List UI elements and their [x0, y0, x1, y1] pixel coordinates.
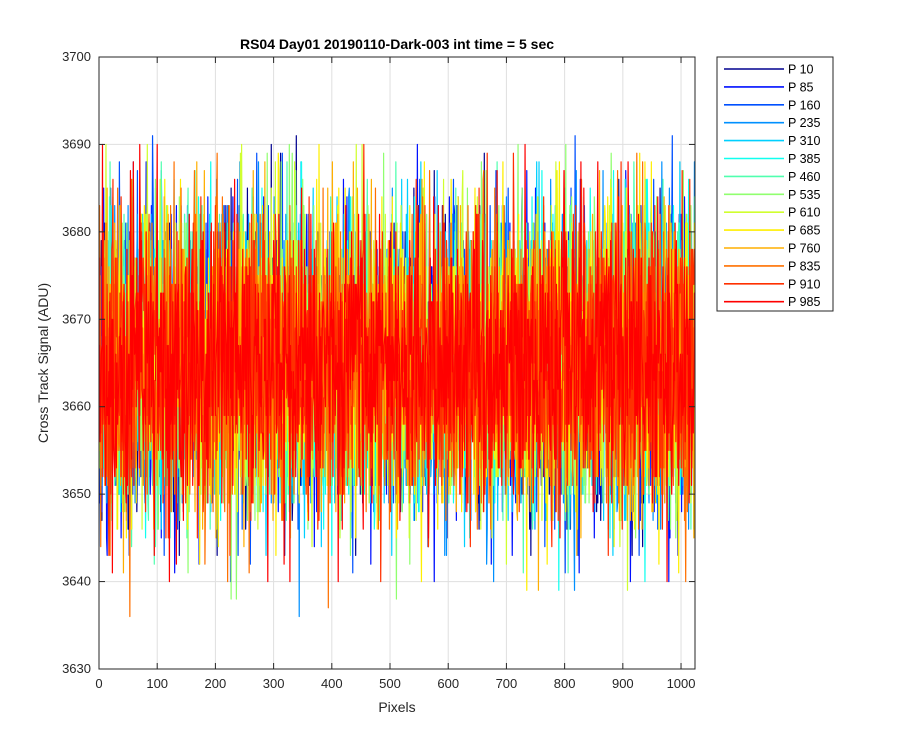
legend-label: P 310 [788, 134, 820, 148]
y-tick-label: 3690 [62, 136, 91, 151]
x-tick-label: 300 [263, 676, 285, 691]
legend-label: P 385 [788, 152, 820, 166]
x-tick-label: 900 [612, 676, 634, 691]
y-tick-label: 3700 [62, 49, 91, 64]
y-tick-label: 3630 [62, 661, 91, 676]
legend-label: P 160 [788, 98, 820, 112]
x-tick-label: 0 [95, 676, 102, 691]
x-axis-ticks: 0 100 200 300 400 500 600 700 800 900 1000 [95, 57, 695, 691]
legend-label: P 610 [788, 206, 820, 220]
legend-label: P 85 [788, 80, 814, 94]
legend-label: P 835 [788, 259, 820, 273]
legend-label: P 910 [788, 277, 820, 291]
y-tick-label: 3660 [62, 399, 91, 414]
y-axis-label: Cross Track Signal (ADU) [35, 283, 51, 443]
legend-label: P 760 [788, 242, 820, 256]
plot-frame [98, 56, 696, 670]
legend-label: P 685 [788, 224, 820, 238]
legend-label: P 235 [788, 116, 820, 130]
x-tick-label: 400 [321, 676, 343, 691]
x-tick-label: 800 [554, 676, 576, 691]
chart-title: RS04 Day01 20190110-Dark-003 int time = … [240, 36, 554, 52]
x-tick-label: 100 [146, 676, 168, 691]
legend-label: P 985 [788, 295, 820, 309]
legend-label: P 535 [788, 188, 820, 202]
legend-label: P 460 [788, 170, 820, 184]
x-tick-label: 500 [379, 676, 401, 691]
y-tick-label: 3640 [62, 574, 91, 589]
y-tick-label: 3680 [62, 224, 91, 239]
x-axis-label: Pixels [378, 699, 415, 715]
x-tick-label: 1000 [667, 676, 696, 691]
legend-box [716, 56, 834, 312]
x-tick-label: 600 [437, 676, 459, 691]
legend-label: P 10 [788, 63, 814, 77]
x-tick-label: 700 [496, 676, 518, 691]
y-axis-ticks: 3630 3640 3650 3660 3670 3680 3690 3700 [62, 49, 695, 676]
legend: P 10 P 85 P 160 P 235 P 310 P 385 P 460 P 535 P … [716, 56, 834, 312]
series-lines [99, 135, 695, 618]
y-tick-label: 3650 [62, 486, 91, 501]
y-tick-label: 3670 [62, 311, 91, 326]
series-line-p-985 [99, 143, 695, 583]
x-tick-label: 200 [205, 676, 227, 691]
